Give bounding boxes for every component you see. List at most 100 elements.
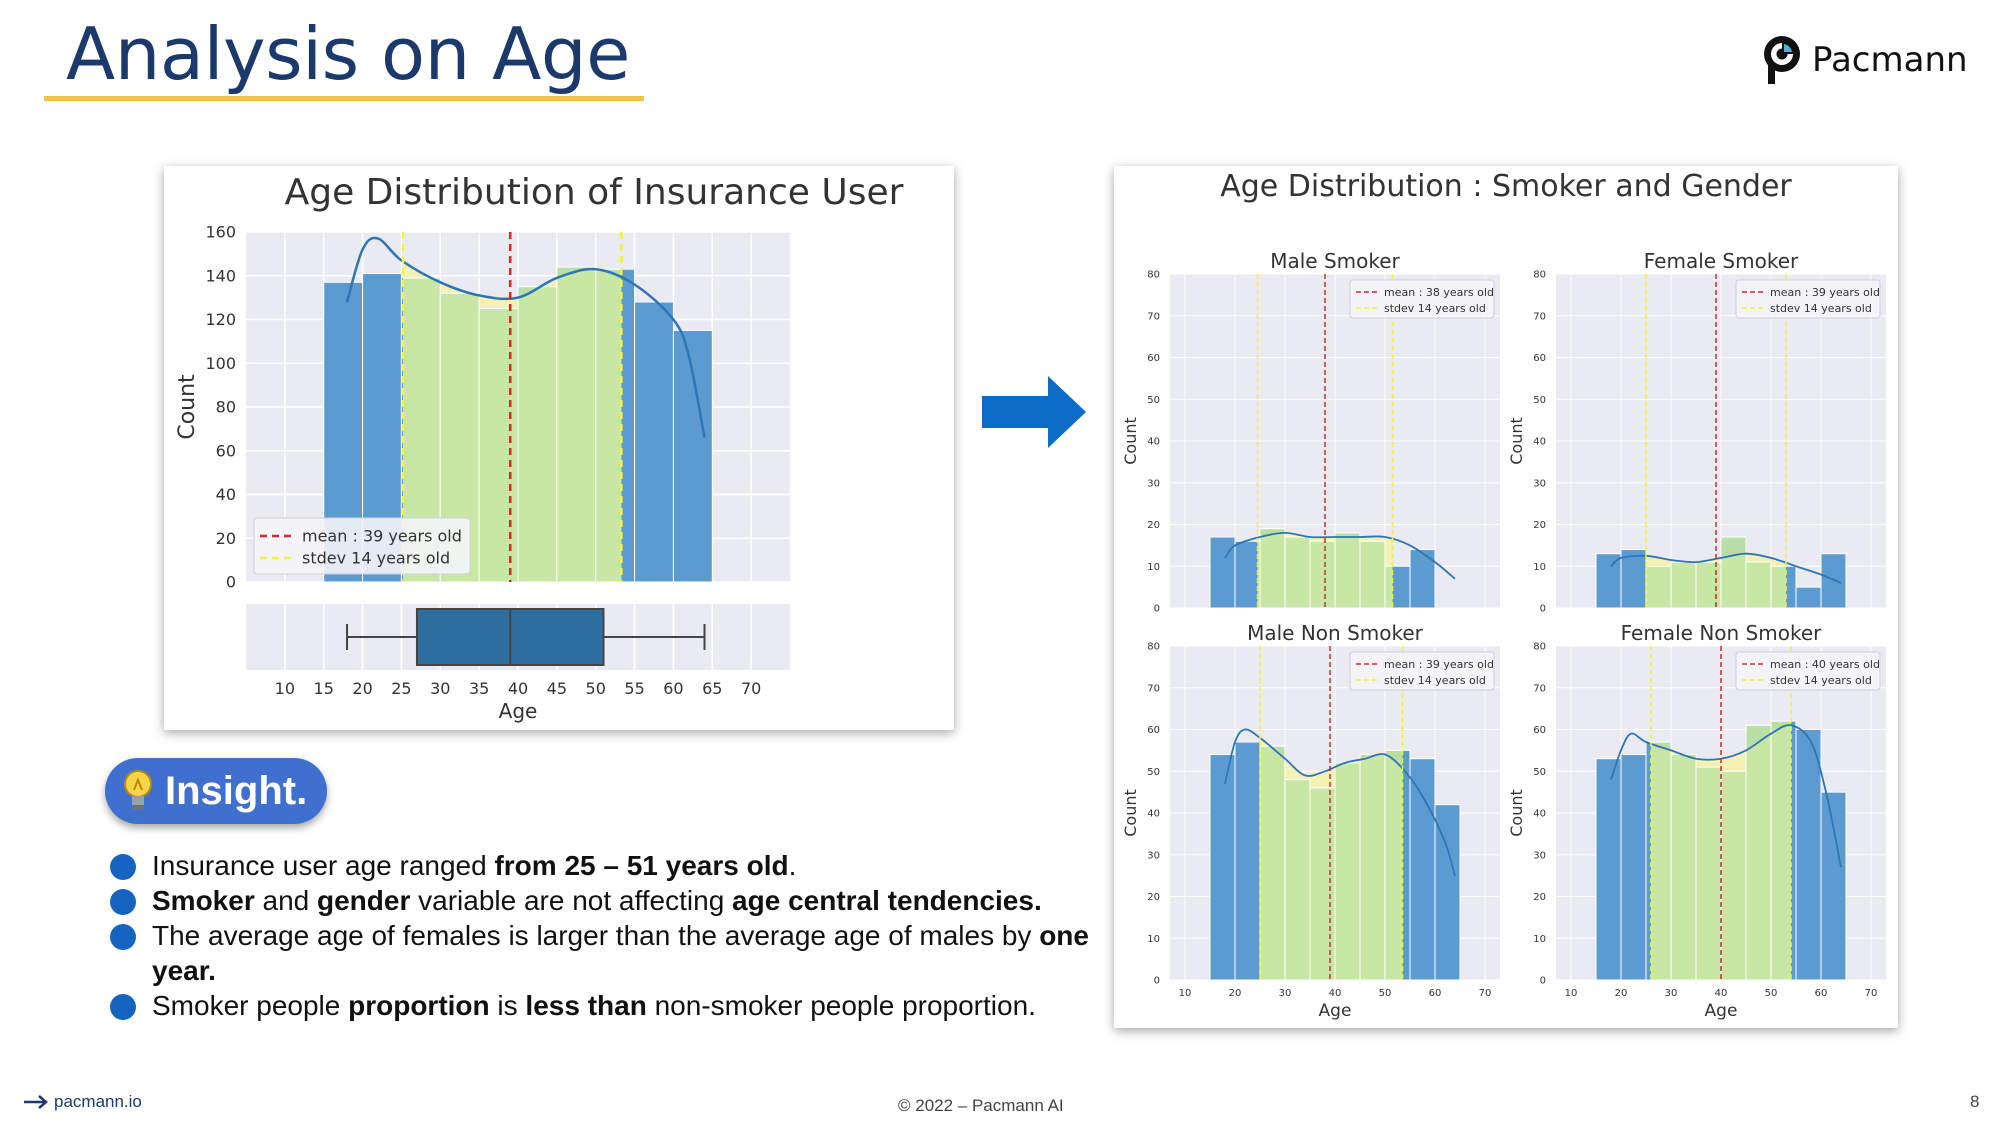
x-tick-label: 60	[1815, 988, 1828, 999]
legend-mean-label: mean : 39 years old	[302, 527, 462, 546]
insight-list: Insurance user age ranged from 25 – 51 y…	[110, 848, 1110, 1023]
kde-line	[1224, 531, 1456, 580]
histogram-bar	[1620, 549, 1647, 609]
page-number: 8	[1970, 1092, 1980, 1111]
band-bar	[1720, 770, 1747, 980]
kde-line	[345, 236, 706, 438]
y-tick-label: 20	[1147, 892, 1160, 903]
y-tick-label: 70	[1147, 311, 1160, 322]
band-bar	[1670, 561, 1697, 608]
y-tick-label: 50	[1147, 395, 1160, 406]
legend-mean-label: mean : 39 years old	[1770, 286, 1880, 299]
y-tick-label: 160	[205, 223, 236, 242]
y-tick-label: 30	[1533, 478, 1546, 489]
y-tick-label: 80	[1147, 270, 1160, 281]
y-tick-label: 20	[1147, 520, 1160, 531]
y-tick-label: 10	[1533, 562, 1546, 573]
y-tick-label: 70	[1147, 683, 1160, 694]
y-tick-label: 0	[1154, 604, 1160, 615]
y-tick-label: 70	[1533, 311, 1546, 322]
histogram-bar	[1795, 586, 1822, 609]
x-tick-label: 15	[314, 679, 334, 698]
y-tick-label: 40	[1147, 437, 1160, 448]
insight-label: Insight.	[165, 768, 308, 813]
x-tick-label: 10	[1565, 988, 1578, 999]
legend-stdev-label: stdev 14 years old	[1384, 302, 1486, 315]
y-tick-label: 80	[1533, 270, 1546, 281]
y-tick-label: 0	[1540, 604, 1546, 615]
subplot-title: Male Smoker	[1270, 249, 1400, 273]
arrow-right-icon	[24, 1095, 48, 1109]
title-underline	[44, 96, 644, 101]
y-tick-label: 60	[216, 441, 236, 460]
y-axis-label: Count	[1121, 789, 1140, 837]
bullet-icon	[110, 889, 136, 915]
smoker-gender-chart: Age Distribution : Smoker and Gender Male…	[1121, 169, 1886, 1021]
insight-item: Smoker people proportion is less than no…	[110, 988, 1110, 1023]
band-bar	[1770, 565, 1786, 608]
subplot-title: Female Smoker	[1644, 249, 1799, 273]
y-tick-label: 20	[1533, 892, 1546, 903]
kde-line	[1224, 728, 1456, 876]
y-tick-label: 0	[226, 573, 236, 592]
x-axis-label: Age	[1705, 1001, 1738, 1021]
y-tick-label: 140	[205, 266, 236, 285]
band-bar	[1384, 749, 1403, 980]
histogram-bar	[1595, 758, 1622, 981]
insight-text: .	[788, 850, 797, 881]
histogram-bar	[1620, 754, 1647, 981]
bullet-icon	[110, 854, 136, 880]
y-axis-label: Count	[175, 374, 200, 440]
x-tick-label: 65	[702, 679, 722, 698]
x-tick-label: 20	[1229, 988, 1242, 999]
x-tick-label: 40	[1715, 988, 1728, 999]
footer-link[interactable]: pacmann.io	[54, 1092, 142, 1111]
y-tick-label: 20	[216, 529, 236, 548]
histogram-bar	[1234, 540, 1261, 609]
band-bar	[1770, 720, 1791, 980]
histogram-bar	[1234, 741, 1261, 981]
histogram-bar	[1209, 754, 1236, 981]
x-tick-label: 40	[508, 679, 528, 698]
insight-text: and	[254, 885, 317, 916]
y-tick-label: 60	[1147, 725, 1160, 736]
y-tick-label: 40	[216, 485, 236, 504]
band-bar	[556, 266, 597, 582]
x-tick-label: 50	[1379, 988, 1392, 999]
y-tick-label: 50	[1533, 767, 1546, 778]
histogram-bar	[1820, 791, 1847, 981]
x-tick-label: 60	[663, 679, 683, 698]
band-bar	[1646, 565, 1672, 608]
band-bar	[1695, 561, 1722, 608]
insight-emphasis: proportion	[348, 990, 490, 1021]
x-tick-label: 70	[741, 679, 761, 698]
band-bar	[1695, 766, 1722, 980]
band-bar	[1334, 532, 1361, 608]
brand-logo: Pacmann	[1762, 32, 1968, 88]
legend-box	[253, 517, 471, 575]
x-tick-label: 70	[1479, 988, 1492, 999]
legend-stdev-label: stdev 14 years old	[1770, 674, 1872, 687]
brand-name: Pacmann	[1812, 40, 1968, 80]
y-tick-label: 40	[1533, 809, 1546, 820]
y-tick-label: 30	[1147, 850, 1160, 861]
y-tick-label: 40	[1533, 437, 1546, 448]
insight-text: non-smoker people proportion.	[646, 990, 1036, 1021]
age-distribution-chart: Age Distribution of Insurance User 0 20 40 6…	[175, 172, 904, 723]
band-bar	[1284, 779, 1311, 980]
band-bar	[1745, 561, 1772, 608]
insight-emphasis: from 25 – 51 years old	[494, 850, 789, 881]
y-tick-label: 40	[1147, 809, 1160, 820]
lightbulb-icon	[124, 770, 152, 810]
y-tick-label: 10	[1147, 562, 1160, 573]
chart-title: Age Distribution of Insurance User	[285, 172, 904, 213]
subplot-title: Male Non Smoker	[1247, 621, 1424, 645]
band-bar	[1259, 528, 1286, 608]
x-tick-label: 70	[1865, 988, 1878, 999]
band-bar	[1359, 754, 1386, 980]
y-tick-label: 30	[1533, 850, 1546, 861]
chart-title: Age Distribution : Smoker and Gender	[1220, 169, 1792, 204]
kde-line	[1610, 552, 1842, 584]
y-axis-label: Count	[1507, 789, 1526, 837]
band-bar	[1670, 754, 1697, 980]
